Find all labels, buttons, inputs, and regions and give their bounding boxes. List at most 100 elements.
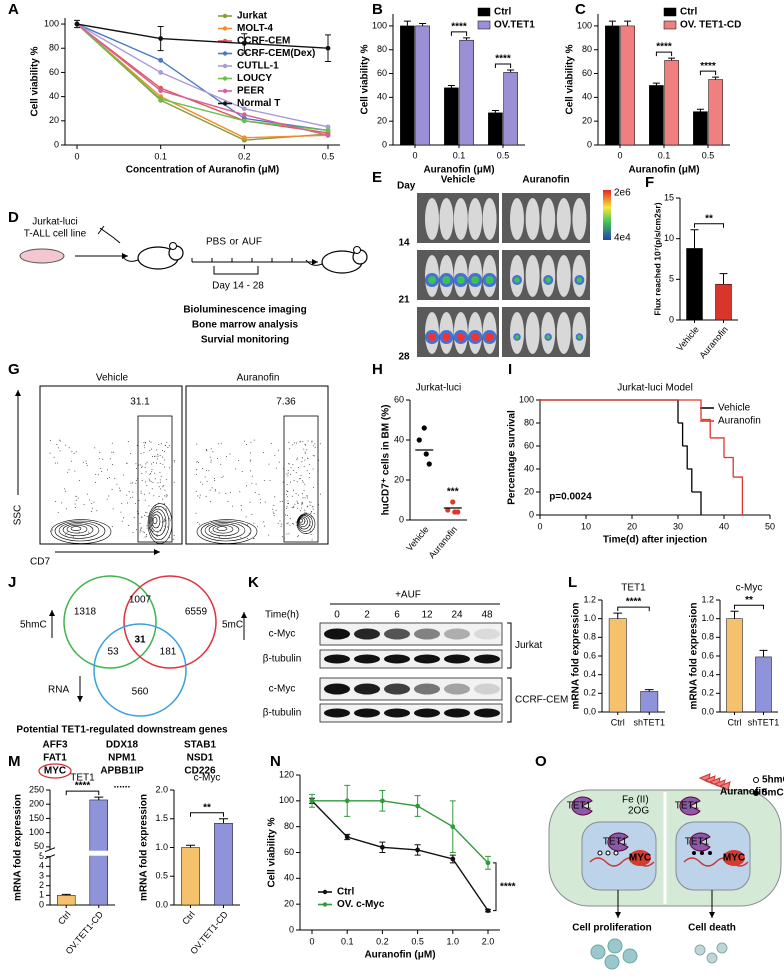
point (415, 847, 420, 853)
point (450, 824, 456, 830)
event (287, 475, 289, 477)
event (292, 464, 294, 466)
event (313, 513, 315, 515)
event (273, 515, 275, 517)
mouse-image (425, 198, 439, 240)
event (144, 441, 146, 443)
error-bar (608, 20, 616, 26)
event (295, 493, 297, 495)
event (287, 472, 289, 474)
x-tick-label: 40 (719, 521, 729, 531)
y-tick-label: 0.5 (155, 871, 168, 881)
event (164, 489, 166, 491)
time-label: Time(h) (265, 610, 299, 621)
event (304, 483, 306, 485)
event (91, 507, 93, 509)
legend-marker (222, 76, 228, 81)
event (293, 489, 295, 491)
legend-label: OV.TET1 (494, 20, 535, 31)
y-tick-label: 60 (49, 67, 59, 77)
survival-step (710, 437, 725, 458)
contour (298, 516, 308, 528)
event (272, 508, 274, 510)
bar (715, 283, 732, 321)
event (295, 472, 297, 474)
x-tick-label: shTET1 (748, 717, 780, 727)
point (426, 461, 432, 467)
legend-label: Normal T (237, 98, 280, 109)
y-tick-label: 0.0 (701, 706, 714, 716)
point (344, 834, 350, 840)
survival-step (687, 468, 693, 492)
event (153, 495, 155, 497)
x-tick-label: 0.1 (453, 150, 466, 160)
event (90, 510, 92, 512)
event (85, 463, 87, 465)
event (100, 467, 102, 469)
event (140, 529, 142, 531)
event (246, 443, 248, 445)
set-label: 5mC (222, 620, 243, 631)
colorbar-label: 4e4 (614, 233, 631, 244)
band (474, 708, 500, 718)
significance-label: *** (447, 487, 459, 498)
contour (50, 519, 112, 544)
event (143, 493, 145, 495)
x-tick-label: 50 (765, 521, 775, 531)
event (91, 502, 93, 504)
x-tick-label: 0.1 (154, 151, 167, 161)
event (301, 501, 303, 503)
event (120, 511, 122, 513)
event (136, 529, 138, 531)
event (145, 535, 147, 537)
event (293, 507, 295, 509)
y-tick-label: 80 (284, 821, 294, 831)
event (299, 478, 301, 480)
event (274, 496, 276, 498)
event (143, 442, 145, 444)
contour (150, 511, 164, 533)
gene-label: MYC (629, 853, 651, 864)
significance-label: **** (75, 781, 91, 792)
legend-label: Ctrl (337, 887, 354, 898)
enzyme (689, 832, 711, 852)
event (313, 445, 315, 447)
event (287, 503, 289, 505)
event (287, 469, 289, 471)
point (445, 507, 451, 513)
event (286, 490, 288, 492)
x-tick-label: 0.1 (341, 936, 354, 946)
event (165, 496, 167, 498)
band-label: c-Myc (269, 684, 296, 695)
x-tick-label: Auranofin (427, 524, 459, 560)
event (127, 502, 129, 504)
event (165, 508, 167, 510)
event (307, 457, 309, 459)
event (225, 492, 227, 494)
y-tick-label: 100 (372, 20, 387, 30)
mouse-image (525, 255, 540, 297)
event (314, 446, 316, 448)
event (140, 453, 142, 455)
event (218, 443, 220, 445)
event (56, 443, 58, 445)
gene: STAB1 (184, 740, 216, 751)
event (130, 482, 132, 484)
event (74, 503, 76, 505)
event (68, 469, 70, 471)
drug-icon (718, 781, 731, 791)
event (148, 505, 150, 507)
x-tick-label: Ctrl (611, 717, 625, 727)
event (220, 442, 222, 444)
y-tick-label: 20 (284, 899, 294, 909)
event (158, 495, 160, 497)
event (195, 512, 197, 514)
mark-5mC (692, 851, 696, 855)
event (144, 499, 146, 501)
point (158, 70, 164, 75)
contour (204, 522, 246, 539)
legend-marker (322, 902, 328, 907)
y-tick-label: 0 (382, 139, 387, 149)
venn-circle (63, 575, 157, 669)
